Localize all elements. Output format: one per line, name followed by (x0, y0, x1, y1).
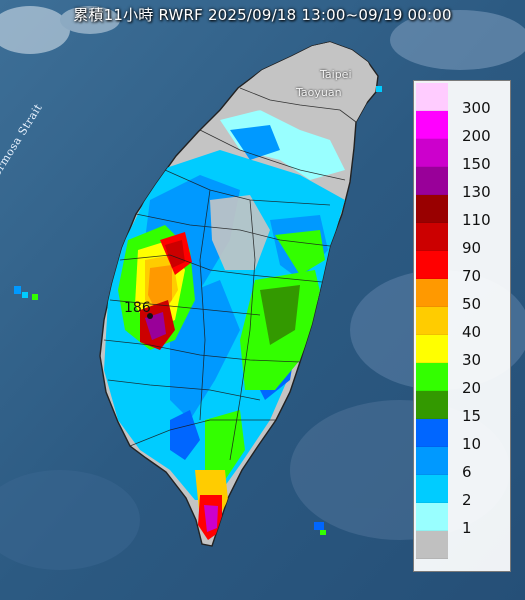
legend-swatch (416, 475, 448, 503)
legend-row: 300 (414, 83, 510, 117)
legend-row: 20 (414, 363, 510, 397)
dry-north (230, 42, 376, 122)
legend-swatch (416, 83, 448, 111)
legend-swatch (416, 391, 448, 419)
legend-swatch (416, 195, 448, 223)
legend-row (414, 531, 510, 559)
legend-label: 1 (462, 519, 472, 537)
legend-swatch (416, 167, 448, 195)
legend-swatch (416, 503, 448, 531)
legend-label: 90 (462, 239, 482, 257)
legend-swatch (416, 307, 448, 335)
legend-row: 1 (414, 503, 510, 537)
legend-row: 2 (414, 475, 510, 509)
legend-row: 30 (414, 335, 510, 369)
legend-label: 6 (462, 463, 472, 481)
offshore-islands (14, 86, 382, 535)
legend-row: 200 (414, 111, 510, 145)
legend-row: 40 (414, 307, 510, 341)
place-label-taipei: Taipei (320, 68, 352, 81)
dry-central (210, 195, 270, 270)
legend-row: 10 (414, 419, 510, 453)
legend-label: 40 (462, 323, 482, 341)
legend-swatch (416, 111, 448, 139)
legend-label: 20 (462, 379, 482, 397)
legend-label: 110 (462, 211, 491, 229)
legend-label: 15 (462, 407, 482, 425)
legend-row: 110 (414, 195, 510, 229)
legend-label: 2 (462, 491, 472, 509)
place-label-taoyuan: Taoyuan (296, 86, 342, 99)
legend-label: 50 (462, 295, 482, 313)
color-legend: 300 200 150 130 110 90 70 50 40 30 20 15 10 6 2 1 (413, 80, 511, 572)
legend-label: 150 (462, 155, 491, 173)
legend-label: 300 (462, 99, 491, 117)
legend-label: 70 (462, 267, 482, 285)
max-value-label: 186 (124, 300, 151, 316)
legend-swatch (416, 279, 448, 307)
legend-swatch (416, 335, 448, 363)
legend-label: 30 (462, 351, 482, 369)
legend-row: 50 (414, 279, 510, 313)
legend-swatch (416, 363, 448, 391)
legend-row: 130 (414, 167, 510, 201)
legend-swatch (416, 251, 448, 279)
legend-label: 130 (462, 183, 491, 201)
legend-row: 90 (414, 223, 510, 257)
legend-row: 15 (414, 391, 510, 425)
legend-swatch (416, 139, 448, 167)
legend-swatch (416, 447, 448, 475)
legend-label: 200 (462, 127, 491, 145)
legend-swatch (416, 531, 448, 559)
max-value-marker (147, 313, 153, 319)
legend-row: 150 (414, 139, 510, 173)
legend-row: 6 (414, 447, 510, 481)
map-title: 累積11小時 RWRF 2025/09/18 13:00~09/19 00:00 (73, 6, 452, 24)
legend-label: 10 (462, 435, 482, 453)
legend-swatch (416, 223, 448, 251)
legend-row: 70 (414, 251, 510, 285)
county-boundaries (103, 87, 357, 461)
legend-swatch (416, 419, 448, 447)
